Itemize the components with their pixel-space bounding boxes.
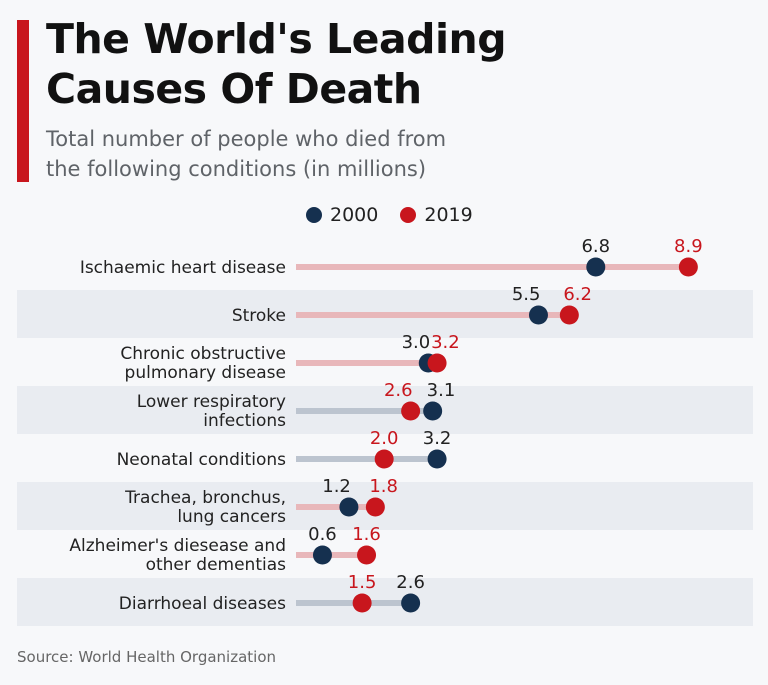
value-label-2019: 3.2 — [431, 332, 460, 353]
source-note: Source: World Health Organization — [17, 648, 277, 666]
value-label-2000: 3.1 — [427, 380, 456, 401]
category-label: Neonatal conditions — [117, 450, 287, 470]
category-label: Lower respiratory infections — [137, 392, 286, 431]
dot-2000 — [423, 401, 443, 421]
value-label-2019: 1.5 — [348, 572, 377, 593]
legend-label-2019: 2019 — [424, 204, 473, 226]
dot-2019 — [365, 497, 385, 517]
dot-2000 — [401, 593, 421, 613]
dot-2019 — [427, 353, 447, 373]
dot-2000 — [528, 305, 548, 325]
value-label-2019: 2.6 — [384, 380, 413, 401]
value-label-2000: 3.2 — [423, 428, 452, 449]
legend-item-2019: 2019 — [400, 204, 473, 226]
page-title: The World's Leading Causes Of Death — [46, 15, 507, 113]
legend-item-2000: 2000 — [306, 204, 378, 226]
accent-bar — [17, 20, 29, 182]
legend: 2000 2019 — [306, 204, 495, 226]
dot-2019 — [401, 401, 421, 421]
value-label-2000: 6.8 — [581, 236, 610, 257]
dot-2019 — [678, 257, 698, 277]
dot-2000 — [339, 497, 359, 517]
value-label-2019: 1.8 — [369, 476, 398, 497]
category-label: Ischaemic heart disease — [80, 258, 286, 278]
legend-dot-2000 — [306, 207, 322, 223]
dot-2000 — [586, 257, 606, 277]
value-label-2019: 1.6 — [352, 524, 381, 545]
dot-2019 — [559, 305, 579, 325]
row-band — [17, 482, 753, 530]
value-label-2019: 8.9 — [674, 236, 703, 257]
category-label: Diarrhoeal diseases — [119, 594, 286, 614]
dumbbell-chart: Ischaemic heart disease 6.8 8.9 Stroke 5.5 6.… — [17, 236, 753, 626]
value-label-2000: 0.6 — [308, 524, 337, 545]
value-label-2019: 2.0 — [370, 428, 399, 449]
category-label: Stroke — [232, 306, 286, 326]
value-label-2000: 3.0 — [402, 332, 431, 353]
legend-dot-2019 — [400, 207, 417, 223]
subtitle: Total number of people who died from the… — [46, 127, 447, 181]
value-label-2000: 2.6 — [396, 572, 425, 593]
dot-2000 — [427, 449, 447, 469]
value-label-2019: 6.2 — [563, 284, 592, 305]
category-label: Trachea, bronchus, lung cancers — [124, 488, 286, 527]
category-label: Alzheimer's diesease and other dementias — [69, 536, 286, 575]
category-label: Chronic obstructive pulmonary disease — [120, 344, 286, 383]
legend-label-2000: 2000 — [330, 204, 379, 226]
dot-2019 — [374, 449, 394, 469]
dot-2019 — [352, 593, 372, 613]
dot-2019 — [357, 545, 377, 565]
value-label-2000: 5.5 — [512, 284, 541, 305]
value-label-2000: 1.2 — [322, 476, 351, 497]
dot-2000 — [312, 545, 332, 565]
